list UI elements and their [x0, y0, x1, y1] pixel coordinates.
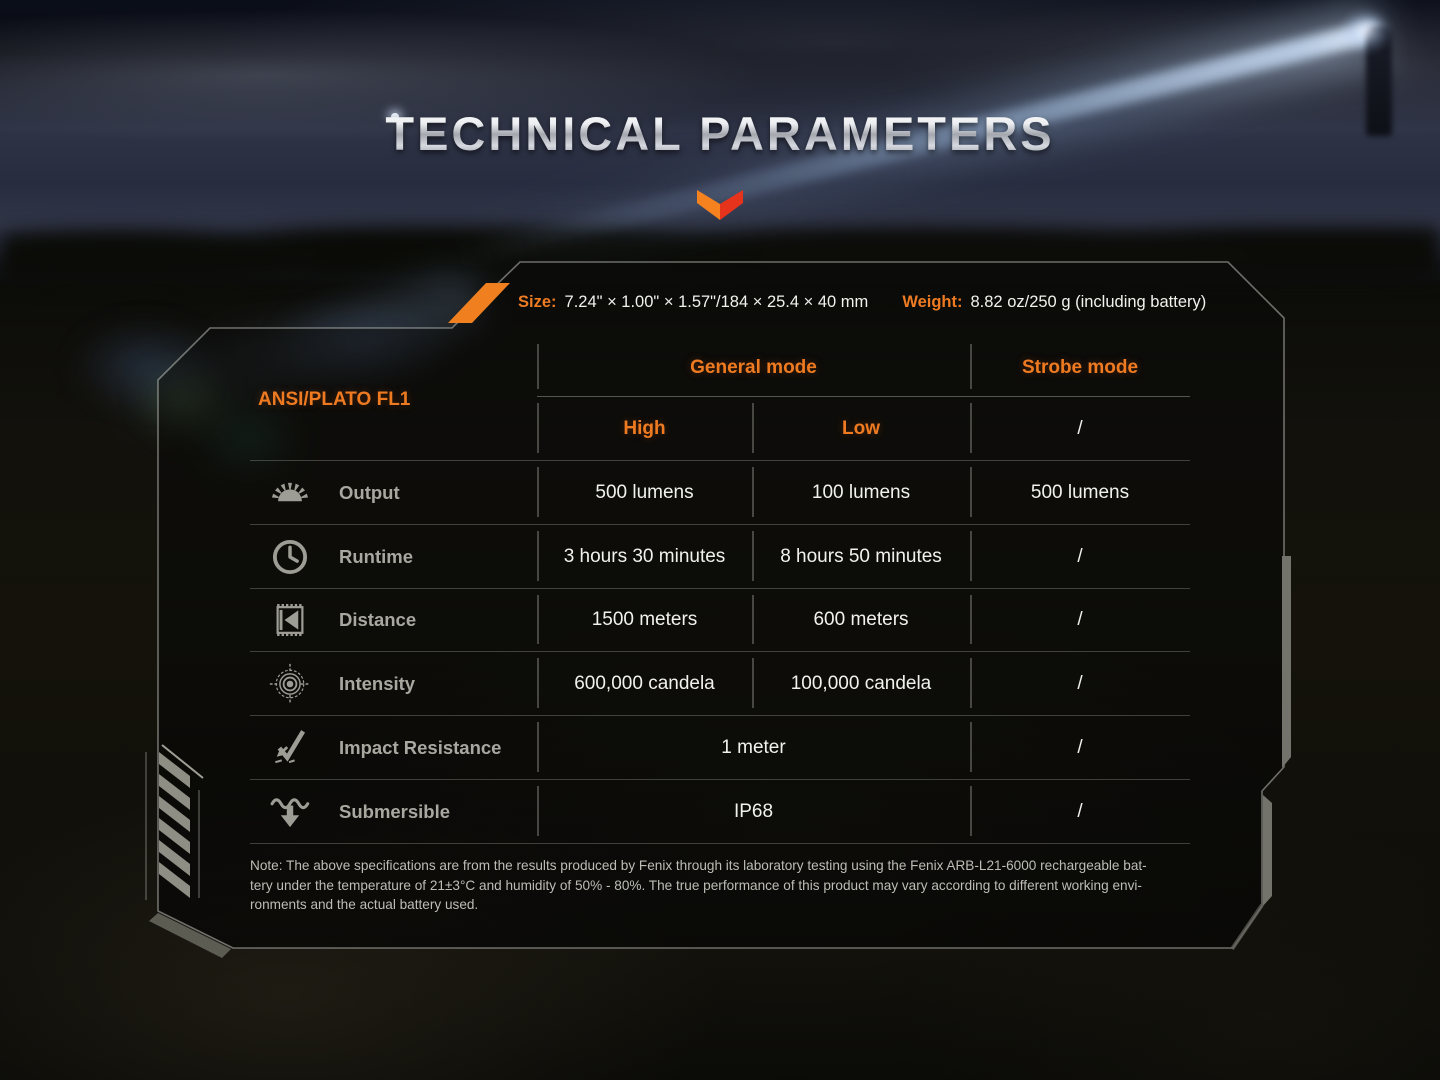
spec-table: ANSI/PLATO FL1 General mode Strobe mode … [250, 337, 1190, 844]
row-label-text: Runtime [339, 545, 413, 567]
bottom-right-edge-accent [1230, 903, 1264, 951]
bottom-left-wedge [149, 913, 231, 958]
output-high-value: 500 lumens [537, 460, 752, 524]
page-title: TECHNICAL PARAMETERS [0, 106, 1440, 161]
row-label-text: Output [339, 481, 400, 503]
hazard-stripes [159, 752, 190, 898]
output-icon [267, 470, 313, 516]
panel-outline [157, 261, 1285, 949]
row-label-output: Output [250, 460, 537, 524]
runtime-high-value: 3 hours 30 minutes [537, 523, 752, 588]
accent-slash [448, 283, 510, 323]
runtime-icon [267, 534, 313, 580]
distance-low-value: 600 meters [752, 587, 970, 652]
row-divider-line [250, 460, 1190, 461]
output-low-value: 100 lumens [752, 460, 970, 524]
distance-strobe-value: / [970, 587, 1190, 652]
intensity-high-value: 600,000 candela [537, 651, 752, 716]
table-corner-label: ANSI/PLATO FL1 [258, 388, 411, 410]
row-divider-line [250, 715, 1190, 716]
runtime-low-value: 8 hours 50 minutes [752, 523, 970, 588]
subheader-low: Low [752, 396, 970, 460]
intensity-low-value: 100,000 candela [752, 651, 970, 716]
row-label-text: Submersible [339, 800, 451, 822]
weight-value: 8.82 oz/250 g (including battery) [970, 293, 1207, 311]
output-strobe-value: 500 lumens [970, 460, 1190, 524]
impact-resistance-icon [267, 725, 313, 771]
impact-resistance-value: 1 meter [537, 715, 970, 779]
row-divider-line [250, 779, 1190, 780]
row-divider-line [250, 524, 1190, 525]
stripe-block-accent-line [161, 744, 204, 779]
intensity-strobe-value: / [970, 651, 1190, 716]
row-divider-line [250, 843, 1190, 844]
subheader-strobe-slash: / [970, 396, 1190, 460]
size-label: Size: [518, 293, 557, 311]
submersible-value: IP68 [537, 778, 970, 843]
row-label-text: Distance [339, 609, 417, 631]
row-label-impact-resistance: Impact Resistance [250, 715, 537, 779]
impact-resistance-strobe-value: / [970, 715, 1190, 779]
distant-light-dot [391, 113, 399, 120]
row-label-submersible: Submersible [250, 779, 537, 843]
weight-label: Weight: [902, 293, 963, 311]
header-divider-line [537, 396, 1190, 397]
row-label-text: Intensity [339, 673, 416, 695]
subheader-high: High [537, 396, 752, 460]
col-group-strobe-mode: Strobe mode [970, 337, 1190, 396]
row-label-runtime: Runtime [250, 524, 537, 588]
row-label-text: Impact Resistance [339, 737, 502, 759]
size-weight-strip: Size: 7.24" × 1.00" × 1.57"/184 × 25.4 ×… [518, 293, 1206, 312]
runtime-strobe-value: / [970, 523, 1190, 588]
submersible-icon [267, 789, 313, 835]
submersible-strobe-value: / [970, 778, 1190, 843]
col-group-general-mode: General mode [537, 337, 970, 396]
right-edge-bar-bottom [1263, 795, 1272, 906]
row-divider-line [250, 651, 1190, 652]
intensity-icon [267, 661, 313, 707]
right-edge-bar-top [1282, 556, 1291, 768]
chevron-down-icon [697, 190, 743, 220]
row-divider-line [250, 588, 1190, 589]
size-value: 7.24" × 1.00" × 1.57"/184 × 25.4 × 40 mm [564, 293, 869, 311]
flashlight-source-glow [1340, 8, 1392, 54]
distance-high-value: 1500 meters [537, 587, 752, 652]
footnote: Note: The above specifications are from … [250, 858, 1147, 912]
row-label-intensity: Intensity [250, 651, 537, 715]
row-label-distance: Distance [250, 588, 537, 652]
distance-icon [267, 597, 313, 643]
